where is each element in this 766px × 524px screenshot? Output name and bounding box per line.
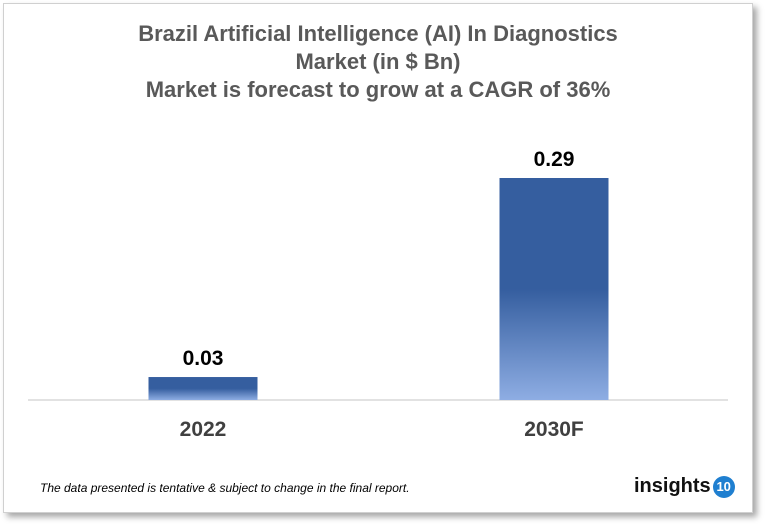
x-tick-label: 2022 (180, 418, 227, 441)
data-label: 0.03 (183, 347, 224, 370)
insights10-logo: insights 10 (634, 475, 735, 498)
logo-badge: 10 (712, 475, 735, 498)
bar-2030F (499, 178, 609, 400)
data-label: 0.29 (534, 148, 575, 171)
title-line-2: Market (in $ Bn) (295, 49, 461, 74)
title-line-1: Brazil Artificial Intelligence (AI) In D… (138, 21, 618, 46)
x-tick-label: 2030F (524, 418, 584, 441)
chart-title: Brazil Artificial Intelligence (AI) In D… (0, 20, 756, 104)
bar-2022 (148, 377, 258, 400)
title-line-3: Market is forecast to grow at a CAGR of … (145, 77, 611, 102)
logo-text: insights (634, 475, 711, 497)
chart-card (3, 3, 753, 513)
footnote: The data presented is tentative & subjec… (40, 481, 410, 495)
